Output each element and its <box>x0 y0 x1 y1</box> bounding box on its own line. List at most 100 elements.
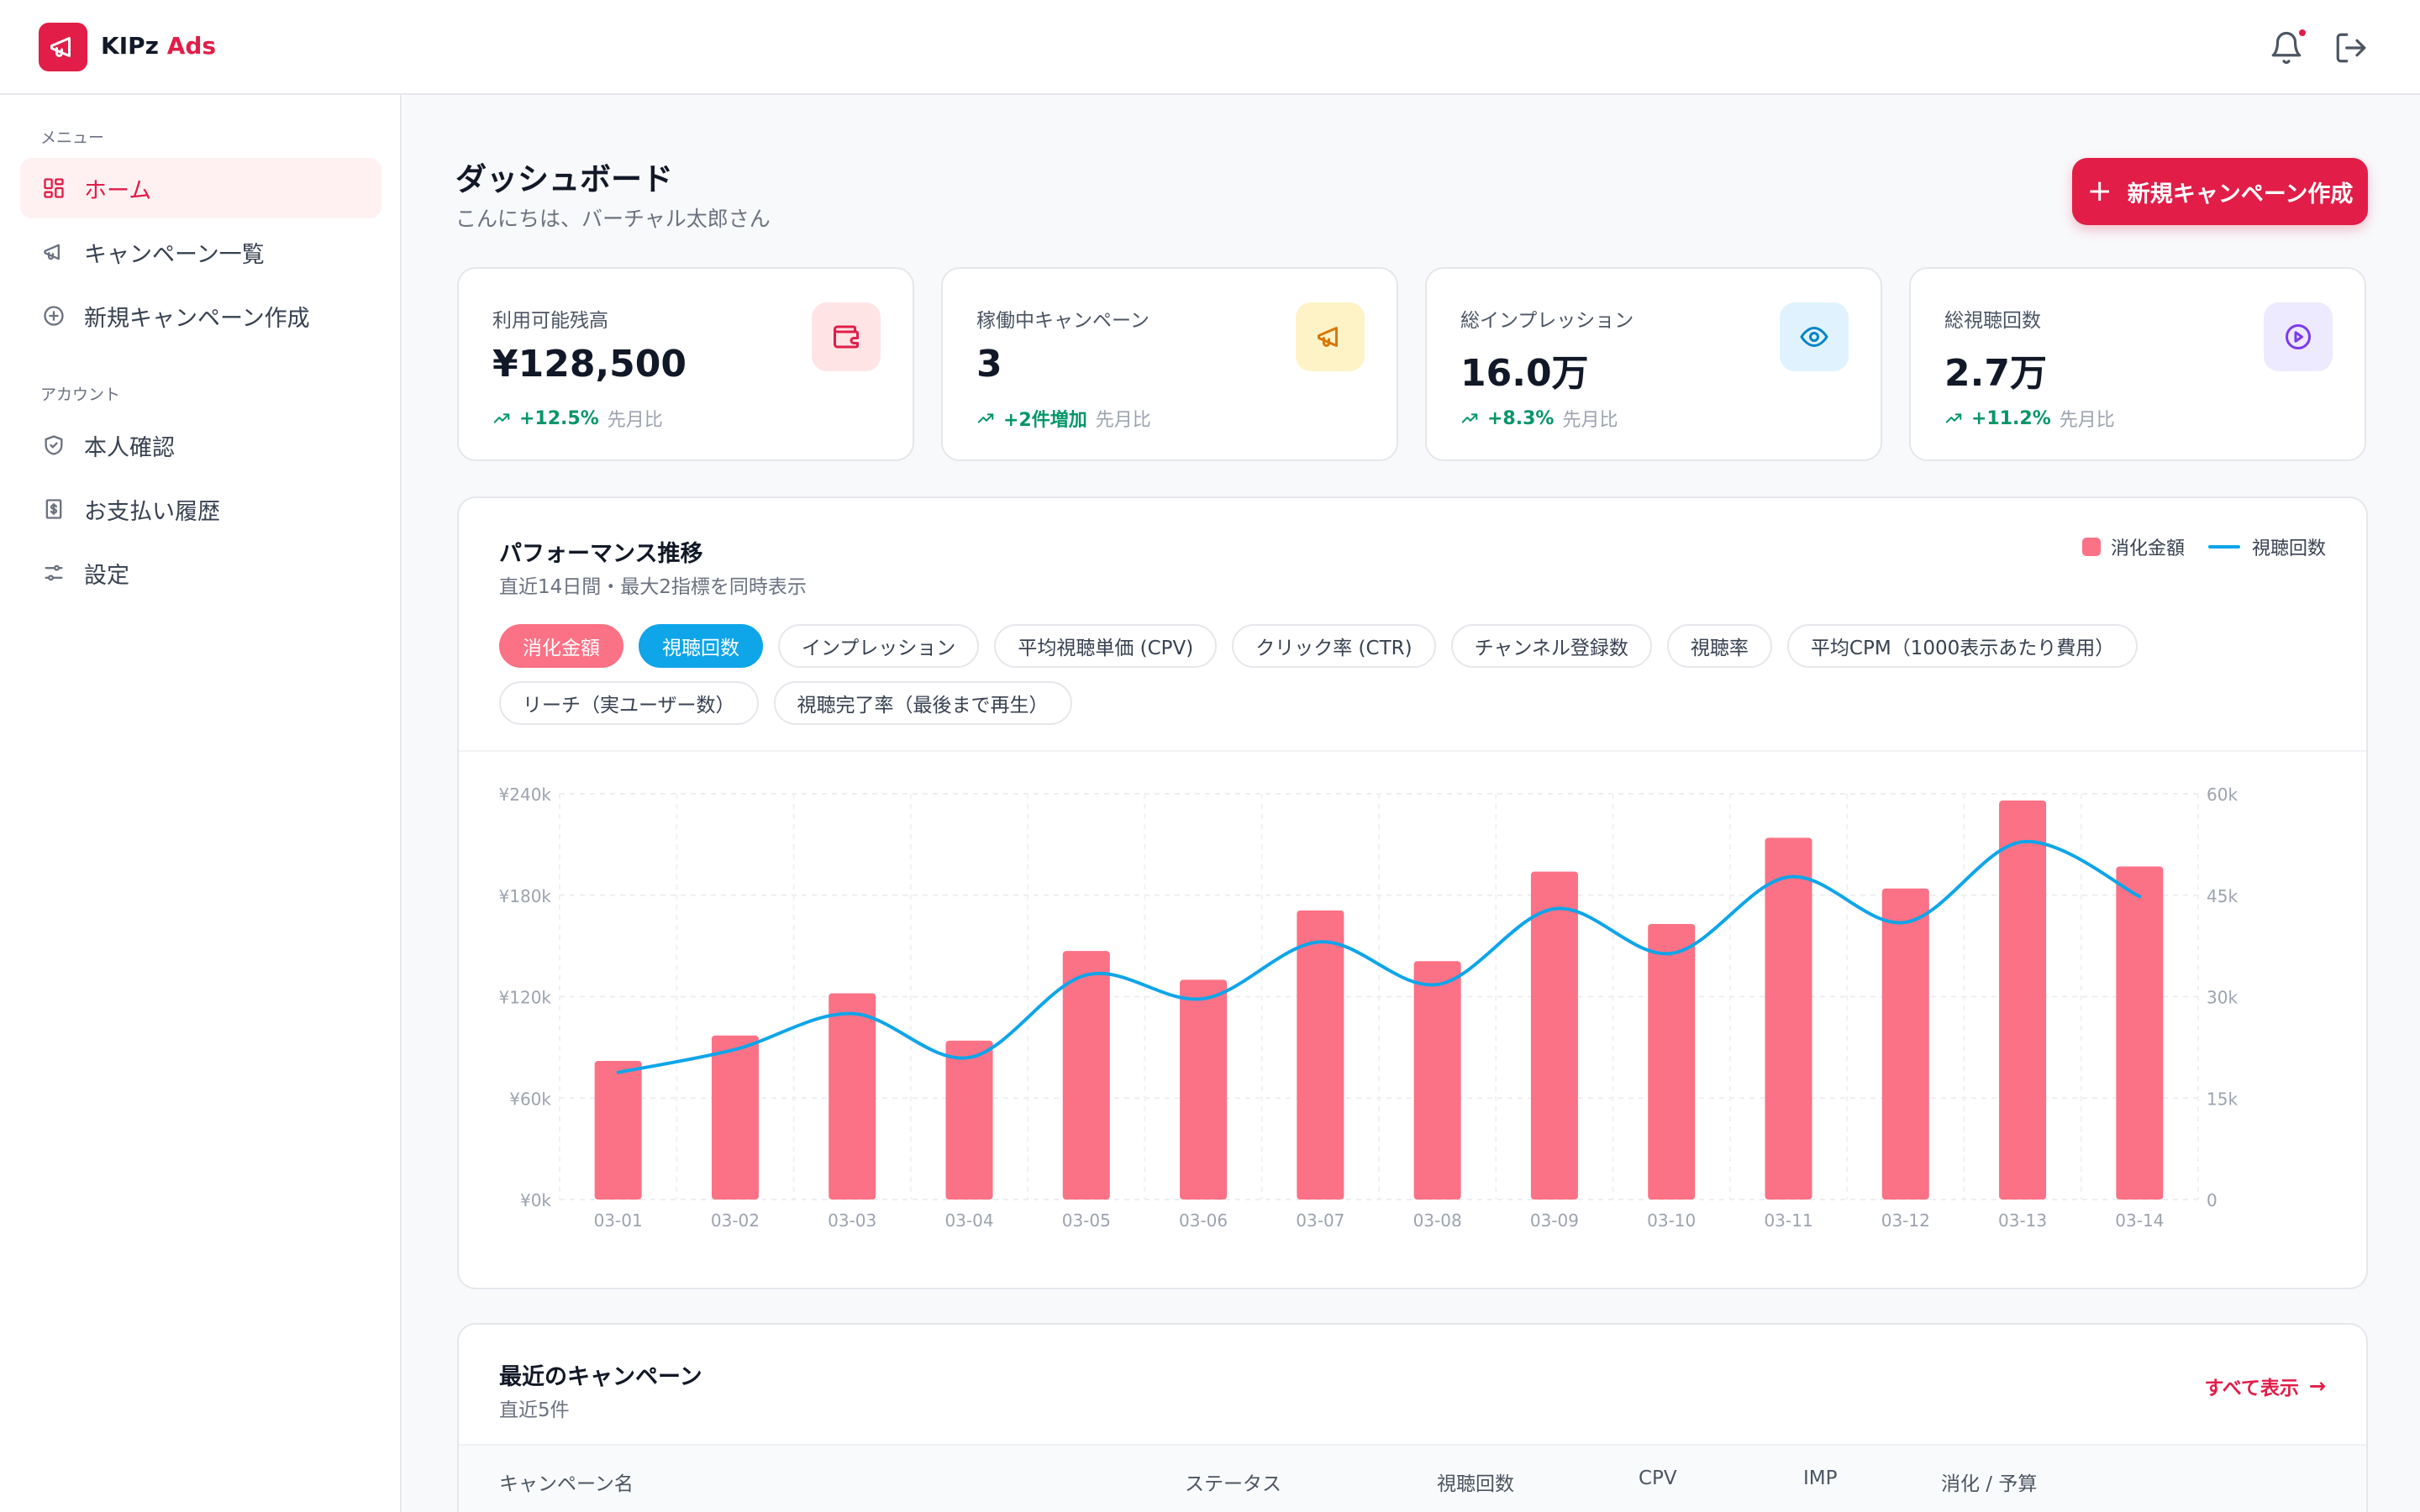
stat-label: 総インプレッション <box>1460 310 1634 332</box>
sidebar-item-label: 設定 <box>84 562 129 589</box>
plus-circle-icon <box>40 302 67 329</box>
eye-icon <box>1780 302 1849 371</box>
x-tick-label: 03-02 <box>711 1210 760 1231</box>
chart-bar <box>1999 801 2047 1200</box>
stat-trend: +11.2% 先月比 <box>1944 405 2115 432</box>
metric-chip[interactable]: 平均CPM（1000表示あたり費用） <box>1786 624 2139 668</box>
grid-icon <box>40 175 67 202</box>
metric-chip[interactable]: 視聴率 <box>1666 624 1772 668</box>
arrow-right-icon: → <box>2308 1374 2326 1398</box>
y-left-tick-label: ¥120k <box>499 988 552 1008</box>
metric-chip[interactable]: 視聴完了率（最後まで再生） <box>773 681 1072 725</box>
y-right-tick-label: 30k <box>2207 988 2238 1008</box>
x-tick-label: 03-05 <box>1062 1210 1111 1231</box>
x-tick-label: 03-07 <box>1296 1210 1344 1231</box>
stat-value: ¥128,500 <box>492 343 687 386</box>
legend-label: 消化金額 <box>2110 538 2185 559</box>
column-header[interactable]: 消化 / 予算 <box>1941 1473 2038 1495</box>
sidebar: メニュー ホーム キャンペーン一覧 新規キャンペーン作成 アカウント 本人確認 … <box>0 95 402 1512</box>
stat-card-views: 総視聴回数 2.7万 +11.2% 先月比 <box>1909 267 2366 461</box>
stat-trend: +12.5% 先月比 <box>492 405 663 432</box>
megaphone-icon <box>40 239 67 265</box>
chart-bar <box>1413 961 1461 1200</box>
y-left-tick-label: ¥180k <box>499 886 552 906</box>
metric-chips: 消化金額 視聴回数 インプレッション 平均視聴単価 (CPV) クリック率 (C… <box>499 624 2339 725</box>
x-tick-label: 03-03 <box>828 1210 876 1231</box>
trending-up-icon <box>1461 413 1478 423</box>
sidebar-item-settings[interactable]: 設定 <box>20 543 381 603</box>
column-header[interactable]: IMP <box>1803 1467 1838 1489</box>
performance-chart: ¥0k 0 ¥60k 15k ¥120k 30k ¥180k 45k ¥240k 60k 03-01… <box>499 785 2238 1231</box>
x-tick-label: 03-11 <box>1764 1210 1812 1231</box>
sidebar-item-home[interactable]: ホーム <box>20 158 381 218</box>
column-header[interactable]: ステータス <box>1185 1473 1281 1495</box>
y-right-tick-label: 15k <box>2207 1089 2238 1109</box>
stat-value: 3 <box>976 343 1002 386</box>
logo-icon[interactable] <box>39 23 87 71</box>
recent-subtitle: 直近5件 <box>499 1399 570 1421</box>
metric-chip[interactable]: インプレッション <box>778 624 980 668</box>
x-tick-label: 03-01 <box>594 1210 643 1231</box>
chart-bar <box>1530 871 1578 1200</box>
chart-bar <box>2116 866 2164 1200</box>
stat-label: 稼働中キャンペーン <box>976 310 1150 332</box>
chart-subtitle: 直近14日間・最大2指標を同時表示 <box>499 576 807 598</box>
trending-up-icon <box>977 413 994 423</box>
metric-chip[interactable]: リーチ（実ユーザー数） <box>499 681 759 725</box>
bell-icon[interactable] <box>2269 30 2304 66</box>
chart-legend: 消化金額 視聴回数 <box>2081 533 2326 560</box>
stat-value: 2.7万 <box>1944 352 2047 395</box>
column-header[interactable]: 視聴回数 <box>1437 1473 1514 1495</box>
settings-icon <box>40 559 67 586</box>
sidebar-item-label: キャンペーン一覧 <box>84 241 265 268</box>
stat-card-balance: 利用可能残高 ¥128,500 +12.5% 先月比 <box>457 267 914 461</box>
shield-icon <box>40 432 67 459</box>
logout-icon[interactable] <box>2333 30 2369 66</box>
sidebar-item-campaigns[interactable]: キャンペーン一覧 <box>20 222 381 282</box>
chart-bar <box>1648 923 1696 1200</box>
legend-label: 視聴回数 <box>2251 538 2326 559</box>
recent-title: 最近のキャンペーン <box>499 1364 702 1390</box>
x-tick-label: 03-13 <box>1998 1210 2047 1231</box>
y-left-tick-label: ¥240k <box>499 785 552 805</box>
table-header: キャンペーン名 ステータス 視聴回数 CPV IMP 消化 / 予算 <box>459 1444 2366 1512</box>
chart-bar <box>829 993 876 1200</box>
chart-bar <box>1765 837 1812 1200</box>
stat-card-active-campaigns: 稼働中キャンペーン 3 +2件増加 先月比 <box>941 267 1398 461</box>
x-tick-label: 03-14 <box>2115 1210 2164 1231</box>
x-tick-label: 03-10 <box>1647 1210 1696 1231</box>
sidebar-item-label: お支払い履歴 <box>84 498 220 525</box>
sidebar-item-verification[interactable]: 本人確認 <box>20 415 381 475</box>
stat-trend: +8.3% 先月比 <box>1460 405 1618 432</box>
page-subtitle: こんにちは、バーチャル太郎さん <box>455 207 771 231</box>
y-right-tick-label: 60k <box>2207 785 2238 805</box>
stat-card-impressions: 総インプレッション 16.0万 +8.3% 先月比 <box>1425 267 1882 461</box>
sidebar-item-new-campaign[interactable]: 新規キャンペーン作成 <box>20 286 381 346</box>
sidebar-item-payments[interactable]: お支払い履歴 <box>20 479 381 539</box>
new-campaign-button[interactable]: + 新規キャンペーン作成 <box>2072 158 2368 225</box>
metric-chip[interactable]: クリック率 (CTR) <box>1232 624 1436 668</box>
sidebar-item-label: 本人確認 <box>84 434 175 461</box>
y-right-tick-label: 45k <box>2207 886 2238 906</box>
column-header[interactable]: キャンペーン名 <box>499 1473 634 1495</box>
stat-trend: +2件増加 先月比 <box>976 405 1151 432</box>
trending-up-icon <box>493 413 510 423</box>
chart-bar <box>1180 979 1228 1200</box>
top-header: KIPz Ads <box>0 0 2420 95</box>
page-title: ダッシュボード <box>455 161 673 197</box>
metric-chip[interactable]: チャンネル登録数 <box>1450 624 1652 668</box>
y-left-tick-label: ¥0k <box>520 1190 551 1210</box>
chart-title: パフォーマンス推移 <box>499 541 703 567</box>
legend-swatch-bar <box>2081 538 2101 556</box>
stat-label: 利用可能残高 <box>492 310 608 332</box>
trending-up-icon <box>1945 413 1962 423</box>
see-all-link[interactable]: すべて表示 → <box>2204 1374 2326 1399</box>
metric-chip[interactable]: 視聴回数 <box>639 624 763 668</box>
chart-divider <box>459 750 2366 752</box>
brand-name[interactable]: KIPz Ads <box>101 32 217 60</box>
legend-swatch-line <box>2207 545 2240 549</box>
metric-chip[interactable]: 平均視聴単価 (CPV) <box>994 624 1218 668</box>
x-tick-label: 03-12 <box>1881 1210 1930 1231</box>
column-header[interactable]: CPV <box>1639 1467 1677 1489</box>
metric-chip[interactable]: 消化金額 <box>499 624 623 668</box>
